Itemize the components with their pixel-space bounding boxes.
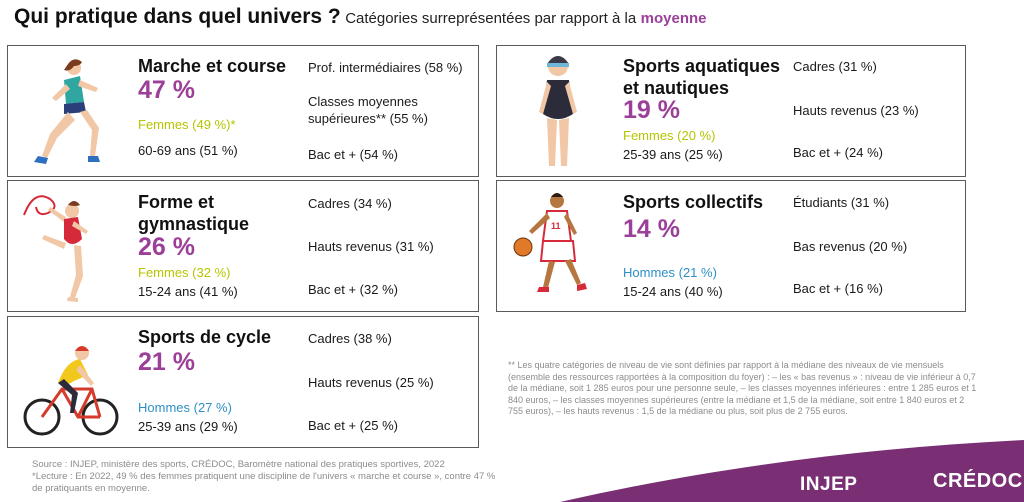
category-percent: 14 %: [623, 215, 680, 243]
category-percent: 47 %: [138, 76, 195, 104]
stat-education: Bac et + (32 %): [308, 282, 398, 297]
stat-profession: Cadres (34 %): [308, 196, 392, 211]
age-stat: 25-39 ans (29 %): [138, 419, 238, 434]
title-main: Qui pratique dans quel univers ?: [14, 5, 341, 28]
title-subtitle: Catégories surreprésentées par rapport à…: [345, 10, 637, 27]
stat-education: Bac et + (54 %): [308, 147, 398, 162]
stat-profession: Cadres (38 %): [308, 331, 392, 346]
stat-education: Bac et + (24 %): [793, 145, 883, 160]
age-stat: 60-69 ans (51 %): [138, 143, 238, 158]
card-team-sports: 11 Sports collectifs 14 % Hommes (21 %) …: [496, 180, 966, 312]
stat-income: Hauts revenus (25 %): [308, 375, 434, 390]
age-stat: 15-24 ans (40 %): [623, 284, 723, 299]
title-accent: moyenne: [640, 10, 707, 27]
card-fitness-gym: Forme et gymnastique 26 % Femmes (32 %) …: [7, 180, 479, 312]
category-name-line2: gymnastique: [138, 214, 250, 234]
stat-income: Hauts revenus (23 %): [793, 103, 919, 118]
runner-icon: [34, 59, 100, 164]
category-percent: 21 %: [138, 348, 195, 376]
page-title: Qui pratique dans quel univers ? Catégor…: [14, 5, 707, 29]
category-percent: 19 %: [623, 96, 680, 124]
age-stat: 25-39 ans (25 %): [623, 147, 723, 162]
basketball-player-icon: 11: [513, 193, 587, 292]
injep-logo: INJEP: [800, 474, 858, 495]
income-footnote: ** Les quatre catégories de niveau de vi…: [508, 360, 977, 416]
gender-stat: Hommes (27 %): [138, 400, 232, 415]
svg-text:11: 11: [551, 221, 561, 231]
gender-stat: Femmes (32 %): [138, 265, 231, 280]
gymnast-icon: [23, 195, 88, 302]
category-name: Marche et course: [138, 56, 287, 76]
stat-education: Bac et + (25 %): [308, 418, 398, 433]
category-percent: 26 %: [138, 233, 195, 261]
gender-stat: Femmes (20 %): [623, 128, 716, 143]
age-stat: 15-24 ans (41 %): [138, 284, 238, 299]
cyclist-icon: [23, 346, 119, 436]
stat-income: Bas revenus (20 %): [793, 239, 908, 254]
credoc-logo: CRÉDOC: [933, 470, 1023, 492]
gender-stat: Femmes (49 %)*: [138, 117, 236, 132]
card-walk-run: Marche et course 47 % Femmes (49 %)* 60-…: [7, 45, 479, 177]
category-name-line2: et nautiques: [623, 78, 730, 98]
reading-note: *Lecture : En 2022, 49 % des femmes prat…: [32, 471, 496, 494]
card-water-sports: Sports aquatiques et nautiques 19 % Femm…: [496, 45, 966, 177]
card-cycling: Sports de cycle 21 % Hommes (27 %) 25-39…: [7, 316, 479, 448]
stat-profession: Prof. intermédiaires (58 %): [308, 60, 463, 75]
stat-profession: Cadres (31 %): [793, 59, 877, 74]
source-note: Source : INJEP, ministère des sports, CR…: [32, 459, 502, 495]
swimmer-icon: [539, 56, 577, 166]
stat-income: Hauts revenus (31 %): [308, 239, 434, 254]
source-line: Source : INJEP, ministère des sports, CR…: [32, 459, 445, 470]
category-name: Sports collectifs: [623, 192, 764, 212]
stat-income: Classes moyennes supérieures** (55 %): [308, 94, 428, 126]
stat-education: Bac et + (16 %): [793, 281, 883, 296]
gender-stat: Hommes (21 %): [623, 265, 717, 280]
category-name-line1: Sports aquatiques: [623, 56, 781, 76]
category-name-line1: Forme et: [138, 192, 215, 212]
stat-profession: Étudiants (31 %): [793, 195, 890, 210]
category-name: Sports de cycle: [138, 327, 272, 347]
